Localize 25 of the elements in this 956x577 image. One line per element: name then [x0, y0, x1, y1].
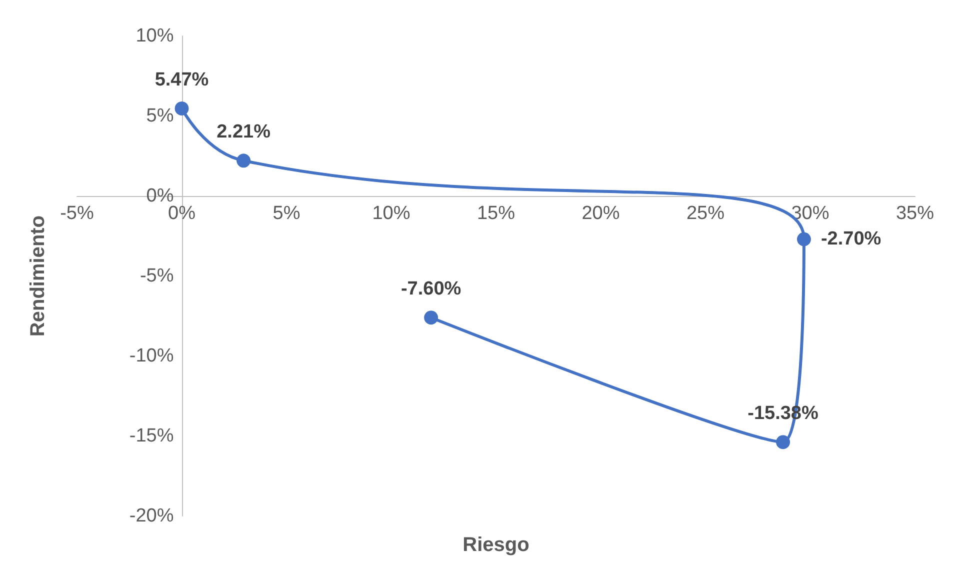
x-tick-label: 35%	[896, 203, 934, 224]
x-tick-label: 10%	[372, 203, 410, 224]
x-tick-label: 20%	[582, 203, 620, 224]
y-tick-label: -20%	[129, 506, 174, 526]
y-tick-label: -5%	[140, 266, 174, 286]
y-tick-label: -10%	[129, 346, 174, 366]
y-tick-label: 5%	[146, 106, 174, 126]
data-label: -7.60%	[400, 278, 462, 300]
data-label: 5.47%	[154, 69, 209, 90]
point	[796, 232, 811, 246]
data-label: 2.21%	[216, 122, 271, 143]
x-tick-label: 15%	[476, 203, 516, 224]
x-tick-label: -5%	[60, 203, 94, 224]
y-tick-label: 10%	[136, 26, 174, 46]
x-axis-title: Riesgo	[462, 534, 530, 556]
x-tick-label: 30%	[791, 203, 830, 224]
y-axis-title: Rendimiento	[27, 215, 49, 337]
x-tick-label: 5%	[272, 203, 300, 224]
data-label: -2.70%	[820, 228, 882, 250]
point	[776, 435, 790, 450]
point	[424, 310, 438, 325]
point	[174, 101, 189, 116]
point	[236, 154, 251, 168]
y-tick-label: -15%	[129, 426, 174, 446]
x-tick-label: 25%	[686, 203, 725, 224]
